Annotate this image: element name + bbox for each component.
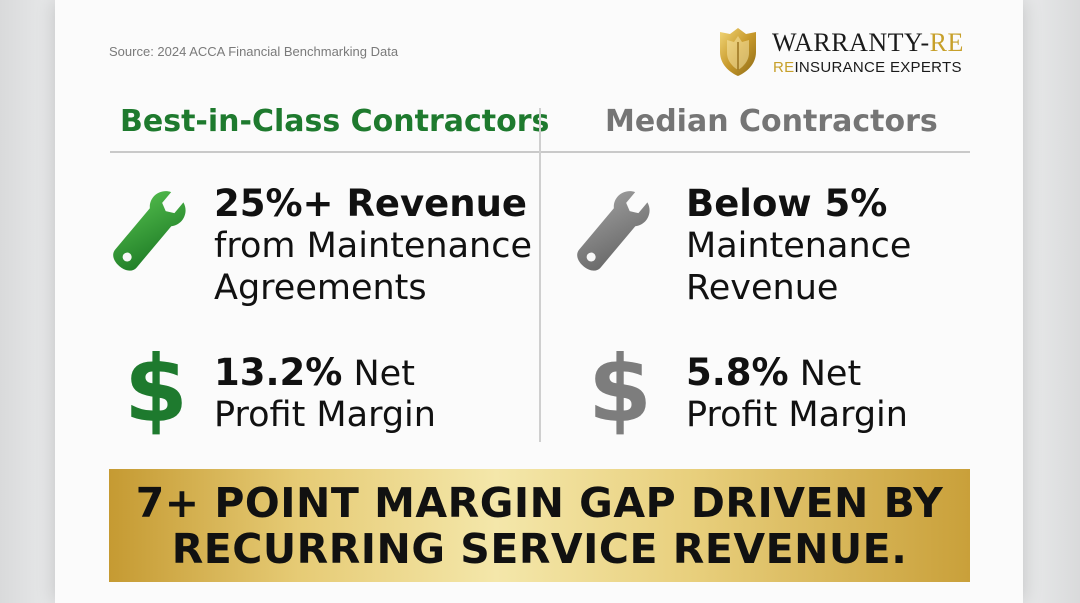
best-maintenance-line2: from Maintenance <box>214 226 532 266</box>
logo-brand-suffix: RE <box>929 28 964 57</box>
best-maintenance-line3: Agreements <box>214 268 427 308</box>
logo-tagline-prefix: RE <box>773 59 795 76</box>
banner-line-1: 7+ POINT MARGIN GAP DRIVEN BY <box>135 478 944 527</box>
median-profit-line2: Profit Margin <box>686 395 908 435</box>
warranty-re-logo: WARRANTY-RE REINSURANCE EXPERTS <box>716 26 976 80</box>
median-profit-stat: 5.8% Net Profit Margin <box>686 352 908 436</box>
dollar-icon: $ <box>124 336 189 443</box>
best-profit-value-suffix: Net <box>342 354 415 394</box>
median-maintenance-line2: Maintenance <box>686 226 912 266</box>
dollar-icon: $ <box>588 336 653 443</box>
best-profit-value: 13.2% <box>214 351 343 394</box>
logo-brand-name: WARRANTY-RE <box>772 28 964 58</box>
logo-tagline: REINSURANCE EXPERTS <box>773 59 962 76</box>
median-maintenance-stat: Below 5% Maintenance Revenue <box>686 183 911 309</box>
best-in-class-title: Best-in-Class Contractors <box>120 104 550 139</box>
column-divider <box>539 108 541 442</box>
median-profit-value-suffix: Net <box>788 354 862 394</box>
shield-crest-icon <box>720 28 756 76</box>
median-profit-value: 5.8% <box>686 351 789 394</box>
conclusion-banner: 7+ POINT MARGIN GAP DRIVEN BY RECURRING … <box>109 469 970 582</box>
wrench-icon <box>113 191 186 271</box>
logo-tagline-suffix: INSURANCE EXPERTS <box>794 59 962 76</box>
best-profit-line2: Profit Margin <box>214 395 436 435</box>
median-maintenance-headline: Below 5% <box>686 182 888 225</box>
best-maintenance-headline: 25%+ Revenue <box>214 182 528 225</box>
banner-line-2: RECURRING SERVICE REVENUE. <box>171 524 908 573</box>
wrench-icon <box>577 191 650 271</box>
logo-brand-prefix: WARRANTY- <box>772 28 930 57</box>
source-note: Source: 2024 ACCA Financial Benchmarking… <box>109 44 399 59</box>
median-title: Median Contractors <box>605 104 938 139</box>
best-maintenance-stat: 25%+ Revenue from Maintenance Agreements <box>214 183 532 309</box>
median-maintenance-line3: Revenue <box>686 268 839 308</box>
best-profit-stat: 13.2% Net Profit Margin <box>214 352 436 436</box>
